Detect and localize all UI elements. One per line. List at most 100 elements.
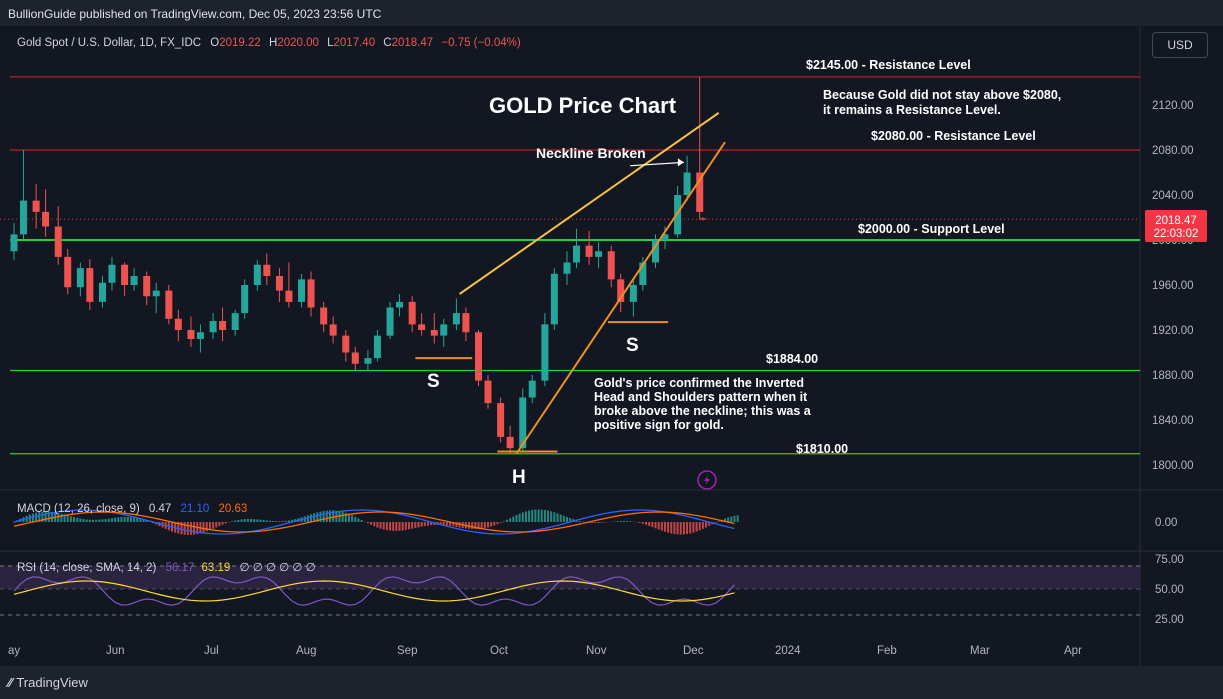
macd-bar [136, 517, 139, 522]
macd-bar [490, 522, 493, 527]
macd-bar [673, 522, 676, 535]
macd-bar [676, 522, 679, 535]
lightning-icon[interactable] [697, 470, 717, 490]
macd-bar [123, 516, 126, 522]
tradingview-logo[interactable]: ⁄⁄ TradingView [8, 675, 88, 690]
macd-bar [578, 521, 581, 522]
candle-body [550, 273, 558, 325]
macd-bar [139, 518, 142, 522]
macd-bar [272, 521, 275, 522]
macd-bar [117, 517, 120, 522]
macd-bar [145, 520, 148, 522]
macd-bar [224, 522, 227, 524]
macd-bar [477, 522, 480, 530]
candle-body [563, 262, 571, 274]
candle-body [152, 290, 160, 297]
right-shoulder-label: S [626, 335, 639, 356]
macd-bar [246, 518, 249, 522]
macd-bar [316, 512, 319, 522]
resistance-note-line1: Because Gold did not stay above $2080, [823, 88, 1061, 102]
candle-body [661, 234, 669, 240]
neckline-arrowhead [677, 158, 684, 167]
level-1810-label: $1810.00 [796, 442, 848, 456]
macd-bar [670, 522, 673, 534]
macd-bar [250, 519, 252, 522]
macd-bar [101, 519, 104, 522]
macd-bar [540, 509, 543, 522]
macd-bar [496, 522, 499, 525]
macd-bar [430, 522, 433, 526]
macd-bar [566, 516, 568, 522]
candle-body [696, 172, 704, 212]
candle-body [19, 200, 27, 235]
macd-bar [474, 522, 477, 530]
symbol-legend: Gold Spot / U.S. Dollar, 1D, FX_IDC O201… [17, 37, 521, 49]
candle-body [617, 279, 625, 302]
candle-body [396, 301, 404, 308]
price-chart[interactable]: 1800.001840.001880.001920.001960.002000.… [0, 26, 1223, 666]
price-tick-label: 1920.00 [1152, 325, 1194, 337]
macd-bar [177, 522, 180, 534]
candle-body [320, 307, 328, 325]
candle-body [64, 256, 72, 288]
rsi-tick-label: 75.00 [1155, 554, 1184, 566]
macd-bar [708, 522, 711, 526]
level-1884-label: $1884.00 [766, 352, 818, 366]
macd-bar [253, 519, 256, 522]
macd-bar [591, 522, 594, 523]
macd-bar [569, 518, 572, 522]
macd-bar [76, 517, 79, 522]
macd-bar [243, 519, 246, 522]
macd-bar [234, 520, 237, 522]
macd-bar [306, 515, 309, 522]
price-tick-label: 2080.00 [1152, 145, 1194, 157]
macd-bar [597, 522, 600, 523]
candle-body [572, 245, 580, 263]
candle-body [519, 397, 527, 449]
macd-bar [556, 513, 559, 522]
macd-bar [395, 522, 398, 531]
macd-bar [724, 518, 726, 522]
candle-body [386, 307, 394, 336]
price-tick-label: 2120.00 [1152, 100, 1194, 112]
time-tick-label: Jun [106, 645, 125, 657]
macd-bar [256, 519, 259, 522]
rsi-band [0, 566, 1140, 589]
macd-bar [366, 522, 369, 524]
macd-bar [657, 522, 660, 530]
macd-bar [133, 517, 136, 522]
macd-bar [638, 522, 641, 523]
macd-bar [417, 522, 420, 528]
macd-bar [442, 522, 445, 526]
candle-body [275, 276, 283, 291]
pattern-description: Gold's price confirmed the Inverted Head… [594, 376, 814, 432]
macd-bar [487, 522, 489, 528]
svg-text:22:03:02: 22:03:02 [1154, 228, 1199, 240]
macd-bar [183, 522, 186, 535]
macd-bar [212, 522, 215, 529]
rsi-tick-label: 50.00 [1155, 584, 1184, 596]
macd-bar [370, 522, 373, 525]
macd-bar [92, 519, 94, 522]
macd-bar [186, 522, 189, 535]
currency-button[interactable]: USD [1152, 32, 1208, 58]
macd-bar [701, 522, 704, 529]
candle-body [452, 313, 460, 325]
head-label: H [512, 467, 526, 488]
macd-bar [73, 517, 76, 522]
candle-body [351, 352, 359, 364]
candle-body [174, 318, 182, 330]
rsi-tick-label: 25.00 [1155, 614, 1184, 626]
price-tick-label: 1880.00 [1152, 370, 1194, 382]
macd-bar [398, 522, 401, 531]
macd-bar [499, 522, 502, 523]
macd-bar [278, 521, 281, 522]
rsi-sma-line [13, 580, 735, 602]
macd-bar [619, 521, 622, 522]
support-2000-label: $2000.00 - Support Level [858, 222, 1005, 236]
macd-bar [663, 522, 666, 532]
macd-bar [616, 521, 619, 522]
price-tick-label: 1800.00 [1152, 460, 1194, 472]
macd-bar [524, 511, 527, 522]
macd-bar [411, 522, 414, 529]
